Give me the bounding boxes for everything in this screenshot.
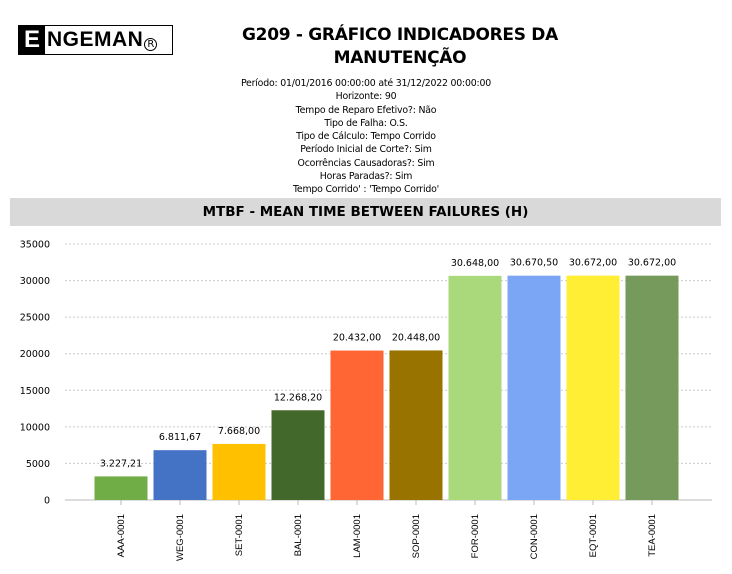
param-horas-paradas: Horas Paradas?: Sim (319, 171, 413, 183)
param-periodo: Período: 01/01/2016 00:00:00 até 31/12/2… (240, 78, 492, 89)
bar-weg-0001 (153, 450, 207, 500)
y-tick-label: 25000 (20, 313, 50, 324)
title-line-1: G209 - GRÁFICO INDICADORES DA (242, 25, 558, 45)
category-label: WEG-0001 (175, 514, 186, 561)
bar-lam-0001 (330, 350, 384, 500)
data-label: 30.672,00 (628, 258, 676, 269)
report-parameters: Período: 01/01/2016 00:00:00 até 31/12/2… (166, 77, 566, 197)
y-tick-label: 15000 (20, 386, 50, 397)
category-label: SET-0001 (234, 514, 245, 556)
category-label: BAL-0001 (293, 514, 304, 556)
category-label: TEA-0001 (647, 514, 658, 557)
y-tick-label: 0 (44, 496, 50, 507)
data-label: 30.670,50 (510, 258, 558, 269)
report-title: G209 - GRÁFICO INDICADORES DA MANUTENÇÃO (220, 24, 580, 70)
category-label: AAA-0001 (116, 514, 127, 557)
y-tick-label: 10000 (20, 422, 50, 433)
data-label: 6.811,67 (159, 432, 201, 443)
category-label: SOP-0001 (411, 514, 422, 558)
bar-sop-0001 (389, 350, 443, 500)
category-label: EQT-0001 (588, 514, 599, 557)
data-label: 7.668,00 (218, 426, 260, 437)
param-horizonte: Horizonte: 90 (335, 91, 397, 103)
category-label: CON-0001 (529, 514, 540, 559)
y-tick-label: 30000 (20, 276, 50, 287)
param-periodo-inicial: Período Inicial de Corte?: Sim (300, 144, 432, 156)
bar-eqt-0001 (566, 275, 620, 500)
bar-tea-0001 (625, 275, 679, 500)
y-tick-label: 20000 (20, 349, 50, 360)
y-tick-label: 35000 (20, 240, 50, 251)
title-line-2: MANUTENÇÃO (333, 48, 467, 68)
chart-title: MTBF - MEAN TIME BETWEEN FAILURES (H) (10, 198, 721, 226)
param-ocorrencias: Ocorrências Causadoras?: Sim (297, 157, 435, 169)
param-tipo-falha: Tipo de Falha: O.S. (324, 117, 408, 129)
engeman-logo: E NGEMAN R (18, 25, 173, 55)
bar-for-0001 (448, 275, 502, 500)
bar-bal-0001 (271, 410, 325, 500)
bar-set-0001 (212, 443, 266, 500)
param-tempo-reparo: Tempo de Reparo Efetivo?: Não (295, 104, 437, 116)
data-label: 3.227,21 (100, 458, 142, 469)
data-label: 20.448,00 (392, 332, 440, 343)
param-tempo-corrido: Tempo Corrido' : 'Tempo Corrido' (292, 184, 440, 196)
data-label: 30.672,00 (569, 258, 617, 269)
data-label: 12.268,20 (274, 392, 322, 403)
param-tipo-calculo: Tipo de Cálculo: Tempo Corrido (296, 131, 436, 143)
data-label: 30.648,00 (451, 258, 499, 269)
bar-aaa-0001 (94, 476, 148, 500)
data-label: 20.432,00 (333, 333, 381, 344)
y-tick-label: 5000 (26, 459, 50, 470)
category-label: FOR-0001 (470, 514, 481, 558)
category-label: LAM-0001 (352, 514, 363, 558)
bar-con-0001 (507, 275, 561, 500)
